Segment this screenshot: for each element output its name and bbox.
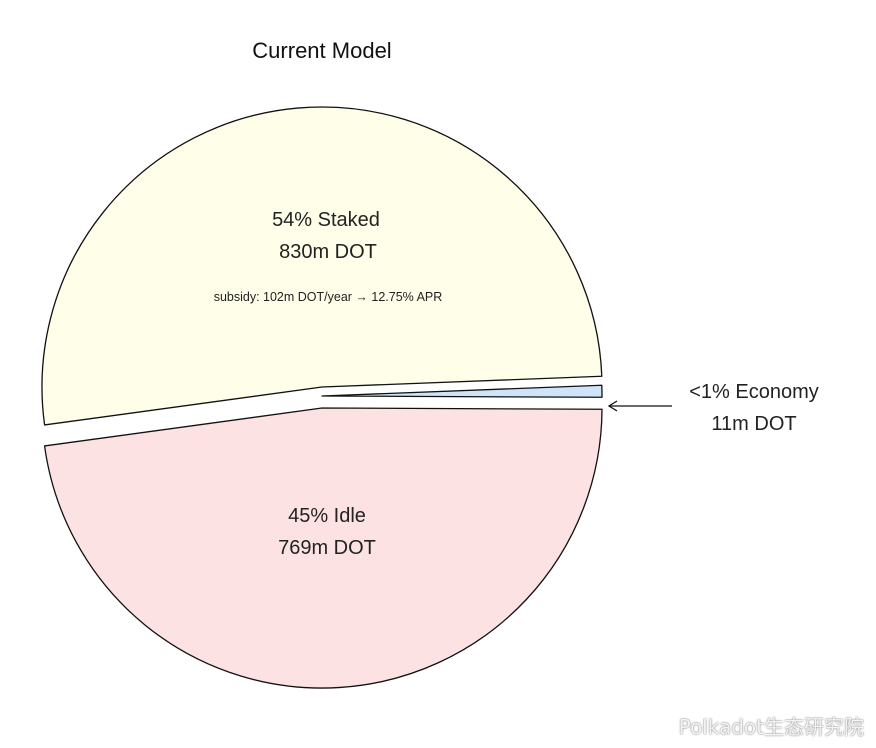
idle-amount-label: 769m DOT [278, 537, 376, 559]
chart-title: Current Model [252, 38, 391, 63]
pie-slice-staked [41, 106, 603, 426]
watermark: Polkadot生态研究院 [650, 711, 864, 740]
staked-amount-label: 830m DOT [279, 241, 377, 263]
idle-percent-label: 45% Idle [288, 505, 366, 527]
pie-slice-idle [43, 407, 603, 689]
economy-callout-arrow [607, 400, 672, 412]
staked-percent-label: 54% Staked [272, 209, 380, 231]
pie-slices [41, 106, 603, 689]
weibo-icon [650, 717, 674, 735]
staked-subsidy-note: subsidy: 102m DOT/year → 12.75% APR [214, 290, 443, 304]
watermark-text: Polkadot生态研究院 [678, 715, 864, 739]
economy-amount-label: 11m DOT [711, 413, 796, 435]
pie-slice-economy [321, 384, 603, 398]
economy-percent-label: <1% Economy [689, 381, 819, 403]
